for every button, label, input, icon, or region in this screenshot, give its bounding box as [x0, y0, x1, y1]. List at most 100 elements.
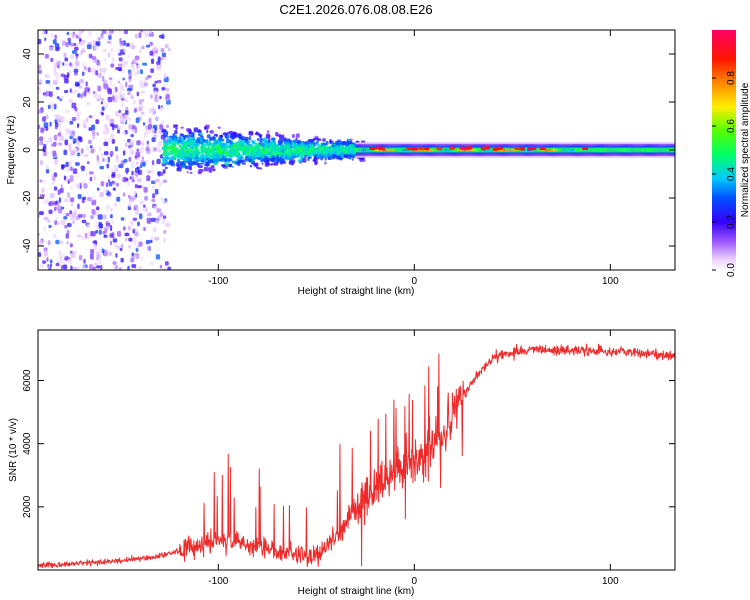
spectrogram-cell — [616, 148, 618, 152]
spectrogram-cell — [154, 236, 160, 241]
spectrogram-cell — [86, 233, 91, 240]
spectrogram-cell — [55, 217, 59, 221]
spectrogram-cell — [77, 203, 80, 210]
spectrogram-cell — [400, 148, 402, 152]
spectrogram-cell — [471, 148, 473, 152]
spectrogram-cell — [512, 148, 514, 152]
spectrogram-cell — [241, 162, 246, 165]
spectrogram-cell — [238, 147, 241, 151]
spectrogram-cell — [131, 264, 137, 268]
spectrogram-cell — [69, 160, 72, 166]
spectrogram-cell — [121, 69, 125, 75]
spectrogram-cell — [136, 148, 139, 153]
spectrogram-cell — [43, 226, 46, 232]
spectrogram-cell — [139, 30, 144, 33]
spectrogram-cell — [622, 148, 624, 152]
spectrogram-cell — [69, 210, 73, 215]
spectrogram-cell — [358, 148, 360, 152]
spectrogram-cell — [394, 148, 396, 152]
spectrogram-cell — [503, 148, 505, 152]
spectrogram-cell — [88, 53, 93, 59]
spectrogram-cell — [161, 52, 167, 58]
spectrogram-cell — [135, 209, 140, 215]
spectrogram-cell — [128, 244, 131, 249]
spectrogram-cell — [95, 70, 98, 76]
spectrogram-cell — [63, 216, 68, 220]
spectrogram-cell — [91, 199, 97, 206]
spectrogram-cell — [143, 82, 148, 87]
spectrogram-cell — [127, 194, 131, 199]
spectrogram-cell — [161, 87, 166, 91]
spectrogram-cell — [177, 155, 182, 158]
spectrogram-cell — [60, 164, 65, 170]
spectrogram-ytick-label: 40 — [22, 48, 33, 60]
spectrogram-cell — [112, 83, 116, 90]
spectrogram-cell — [110, 168, 115, 173]
spectrogram-cell — [136, 185, 142, 189]
spectrogram-cell — [81, 265, 86, 269]
spectrogram-cell — [128, 237, 133, 242]
spectrogram-cell — [117, 173, 121, 179]
spectrogram-cell — [242, 151, 246, 156]
spectrogram-cell — [108, 251, 112, 257]
spectrogram-cell — [525, 148, 527, 152]
spectrogram-cell — [136, 140, 141, 146]
spectrogram-cell — [97, 85, 101, 92]
spectrogram-cell — [307, 154, 311, 157]
spectrogram-cell — [266, 129, 270, 134]
spectrogram-cell — [464, 148, 466, 152]
spectrogram-cell — [113, 202, 118, 208]
spectrogram-cell — [333, 146, 338, 151]
spectrogram-cell — [277, 133, 282, 137]
spectrogram-cell — [135, 117, 140, 124]
spectrogram-cell — [136, 178, 142, 183]
spectrogram-cell — [582, 148, 584, 152]
spectrogram-cell — [129, 140, 135, 146]
spectrogram-cell — [45, 114, 49, 120]
spectrogram-cell — [663, 148, 665, 152]
spectrogram-cell — [74, 46, 79, 51]
spectrogram-cell — [575, 148, 577, 152]
spectrogram-cell — [48, 136, 52, 143]
spectrogram-cell — [172, 152, 178, 156]
spectrogram-cell — [601, 148, 603, 152]
spectrogram-cell — [600, 148, 602, 152]
spectrogram-cell — [97, 258, 102, 264]
spectrogram-cell — [289, 149, 294, 154]
spectrogram-cell — [108, 137, 113, 142]
spectrogram-cell — [526, 148, 528, 152]
spectrogram-ylabel: Frequency (Hz) — [6, 116, 17, 185]
spectrogram-cell — [162, 139, 167, 144]
spectrogram-cell — [228, 159, 233, 162]
spectrogram-cell — [130, 61, 135, 65]
spectrogram-cell — [142, 122, 146, 126]
spectrogram-cell — [138, 80, 144, 86]
spectrogram-cell — [165, 94, 171, 99]
spectrogram-cell — [54, 160, 59, 165]
spectrogram-cell — [180, 126, 184, 129]
spectrogram-cell — [460, 148, 462, 152]
spectrogram-cell — [125, 168, 129, 175]
spectrogram-cell — [65, 233, 69, 239]
spectrogram-cell — [320, 142, 324, 147]
spectrogram-cell — [319, 153, 323, 158]
spectrogram-cell — [208, 141, 212, 146]
spectrogram-cell — [140, 90, 146, 94]
spectrogram-cell — [131, 179, 135, 183]
spectrogram-cell — [111, 57, 115, 64]
spectrogram-cell — [313, 154, 318, 158]
spectrogram-cell — [263, 141, 268, 146]
spectrogram-cell — [52, 181, 55, 186]
spectrogram-cell — [246, 141, 251, 144]
spectrogram-cell — [135, 151, 141, 158]
spectrogram-cell — [125, 81, 128, 88]
spectrogram-cell — [222, 155, 225, 160]
spectrogram-cell — [163, 229, 167, 234]
spectrogram-cell — [389, 148, 391, 152]
spectrogram-cell — [176, 162, 180, 167]
spectrogram-cell — [363, 148, 365, 152]
spectrogram-cell — [631, 148, 633, 152]
spectrogram-cell — [615, 148, 617, 152]
spectrogram-cell — [561, 148, 563, 152]
spectrogram-cell — [473, 148, 475, 152]
